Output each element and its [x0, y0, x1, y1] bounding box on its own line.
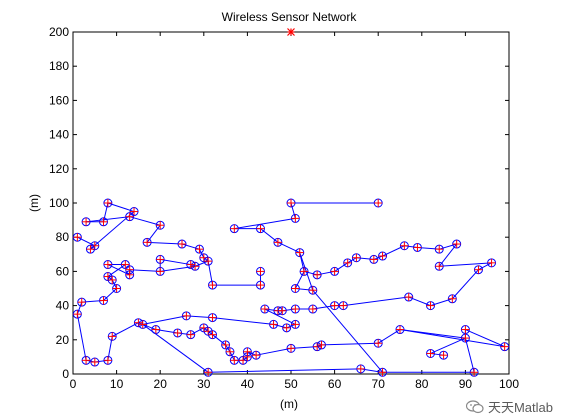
link-line [247, 351, 257, 356]
y-tick-label: 40 [56, 299, 70, 313]
link-line [76, 314, 87, 361]
link-line [464, 337, 475, 373]
link-line [76, 302, 83, 315]
x-axis-label: (m) [280, 397, 298, 411]
link-line [203, 327, 209, 332]
link-line [142, 323, 157, 331]
link-line [107, 276, 113, 281]
link-line [438, 243, 458, 267]
x-tick-label: 60 [328, 377, 342, 391]
link-line [317, 270, 335, 276]
y-tick-label: 120 [49, 162, 69, 176]
link-line [312, 289, 383, 373]
link-line [112, 322, 139, 337]
x-tick-label: 100 [499, 377, 519, 391]
link-line [256, 347, 292, 356]
link-line [77, 236, 96, 247]
link-line [142, 315, 187, 325]
link-line [160, 258, 191, 266]
link-line [294, 271, 305, 289]
y-tick-label: 140 [49, 128, 69, 142]
link-line [399, 329, 505, 348]
link-line [198, 248, 205, 258]
watermark: 天天Matlab [465, 397, 553, 416]
x-tick-label: 0 [70, 377, 77, 391]
y-tick-label: 60 [56, 264, 70, 278]
y-tick-label: 0 [62, 367, 69, 381]
x-tick-label: 30 [197, 377, 211, 391]
link-line [107, 202, 135, 213]
link-line [286, 323, 296, 329]
link-line [321, 342, 379, 346]
link-line [273, 323, 287, 329]
watermark-text: 天天Matlab [487, 400, 553, 415]
link-line [290, 202, 296, 219]
y-axis-label: (m) [27, 194, 41, 212]
link-line [129, 216, 161, 226]
link-line [260, 228, 279, 243]
link-line [86, 216, 130, 223]
link-line [103, 202, 109, 222]
link-line [103, 288, 117, 301]
link-line [478, 262, 492, 271]
link-line [451, 269, 479, 300]
link-line [190, 327, 205, 336]
sink-node [287, 28, 295, 36]
y-tick-label: 100 [49, 196, 69, 210]
link-line [212, 317, 274, 325]
y-tick-label: 20 [56, 333, 70, 347]
link-line [212, 334, 226, 346]
x-tick-label: 80 [415, 377, 429, 391]
link-line [208, 368, 361, 373]
link-line [111, 279, 118, 289]
link-line [439, 243, 457, 250]
link-line [147, 241, 183, 245]
link-line [465, 329, 505, 348]
x-tick-label: 50 [284, 377, 298, 391]
link-line [343, 296, 409, 307]
link-line [181, 243, 200, 250]
link-line [264, 308, 296, 325]
link-line [242, 356, 248, 361]
chart-title: Wireless Sensor Network [222, 10, 358, 24]
link-line [207, 330, 213, 336]
link-line [107, 264, 126, 277]
plot-area: 0 10 20 30 40 50 60 70 80 90 100 0 20 40 60 80 100 120 140… [49, 25, 519, 391]
y-tick-label: 80 [56, 230, 70, 244]
y-tick-label: 200 [49, 25, 69, 39]
link-line [430, 337, 466, 354]
x-tick-label: 20 [154, 377, 168, 391]
y-tick-label: 180 [49, 59, 69, 73]
link-line [142, 324, 209, 373]
link-line [299, 252, 305, 272]
x-tick-label: 10 [110, 377, 124, 391]
link-line [439, 262, 492, 267]
link-line [229, 351, 235, 361]
link-line [194, 260, 209, 267]
wechat-icon [465, 399, 484, 413]
link-line [160, 265, 196, 272]
x-tick-label: 90 [459, 377, 473, 391]
link-line [373, 255, 383, 260]
link-line [146, 224, 161, 243]
link-line [347, 257, 357, 264]
x-tick-label: 70 [372, 377, 386, 391]
link-line [129, 269, 161, 272]
link-line [203, 257, 209, 262]
x-tick-label: 40 [241, 377, 255, 391]
link-line [234, 217, 296, 230]
y-tick-label: 160 [49, 93, 69, 107]
link-line [334, 262, 348, 272]
